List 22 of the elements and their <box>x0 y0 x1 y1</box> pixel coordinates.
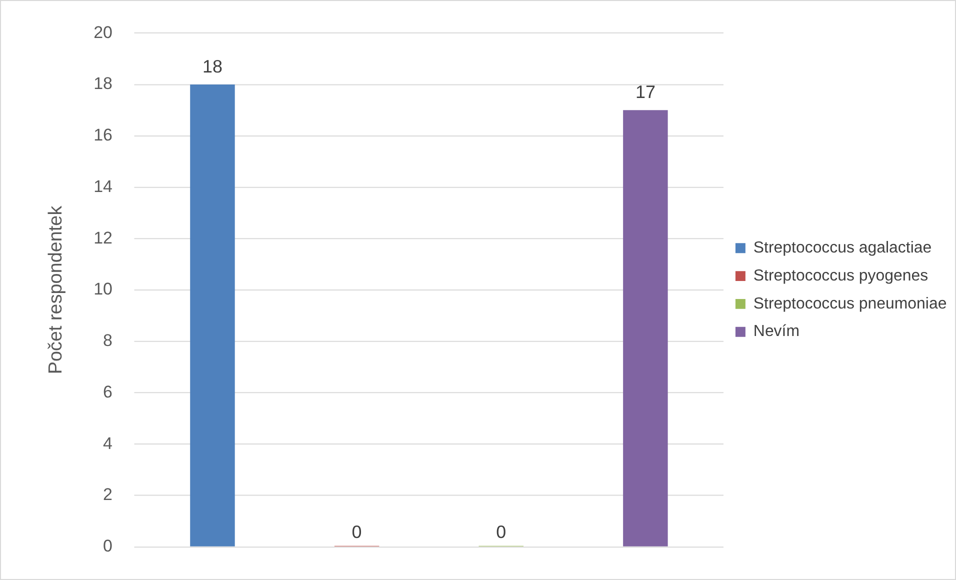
y-tick-label: 0 <box>103 536 112 556</box>
y-tick-label: 18 <box>94 74 112 94</box>
y-tick-label: 4 <box>103 434 112 453</box>
legend-label: Nevím <box>753 323 800 340</box>
y-tick-label: 16 <box>94 126 112 145</box>
y-tick-label: 8 <box>103 331 112 350</box>
y-tick-label: 20 <box>94 22 112 42</box>
legend-label: Streptococcus pneumoniae <box>753 295 947 312</box>
data-label: 0 <box>496 522 506 542</box>
bar <box>623 110 668 546</box>
bar <box>190 84 235 546</box>
y-tick-label: 2 <box>103 485 112 504</box>
y-tick-label: 6 <box>103 382 112 402</box>
y-tick-label: 14 <box>94 176 112 196</box>
data-label: 18 <box>202 56 222 76</box>
data-label: 0 <box>352 522 362 542</box>
y-tick-label: 12 <box>94 228 112 248</box>
y-tick-label: 10 <box>94 280 112 299</box>
legend-label: Streptococcus pyogenes <box>753 267 928 284</box>
y-axis-title: Počet respondentek <box>45 205 67 374</box>
legend-label: Streptococcus agalactiae <box>753 240 932 257</box>
data-label: 17 <box>635 82 656 102</box>
